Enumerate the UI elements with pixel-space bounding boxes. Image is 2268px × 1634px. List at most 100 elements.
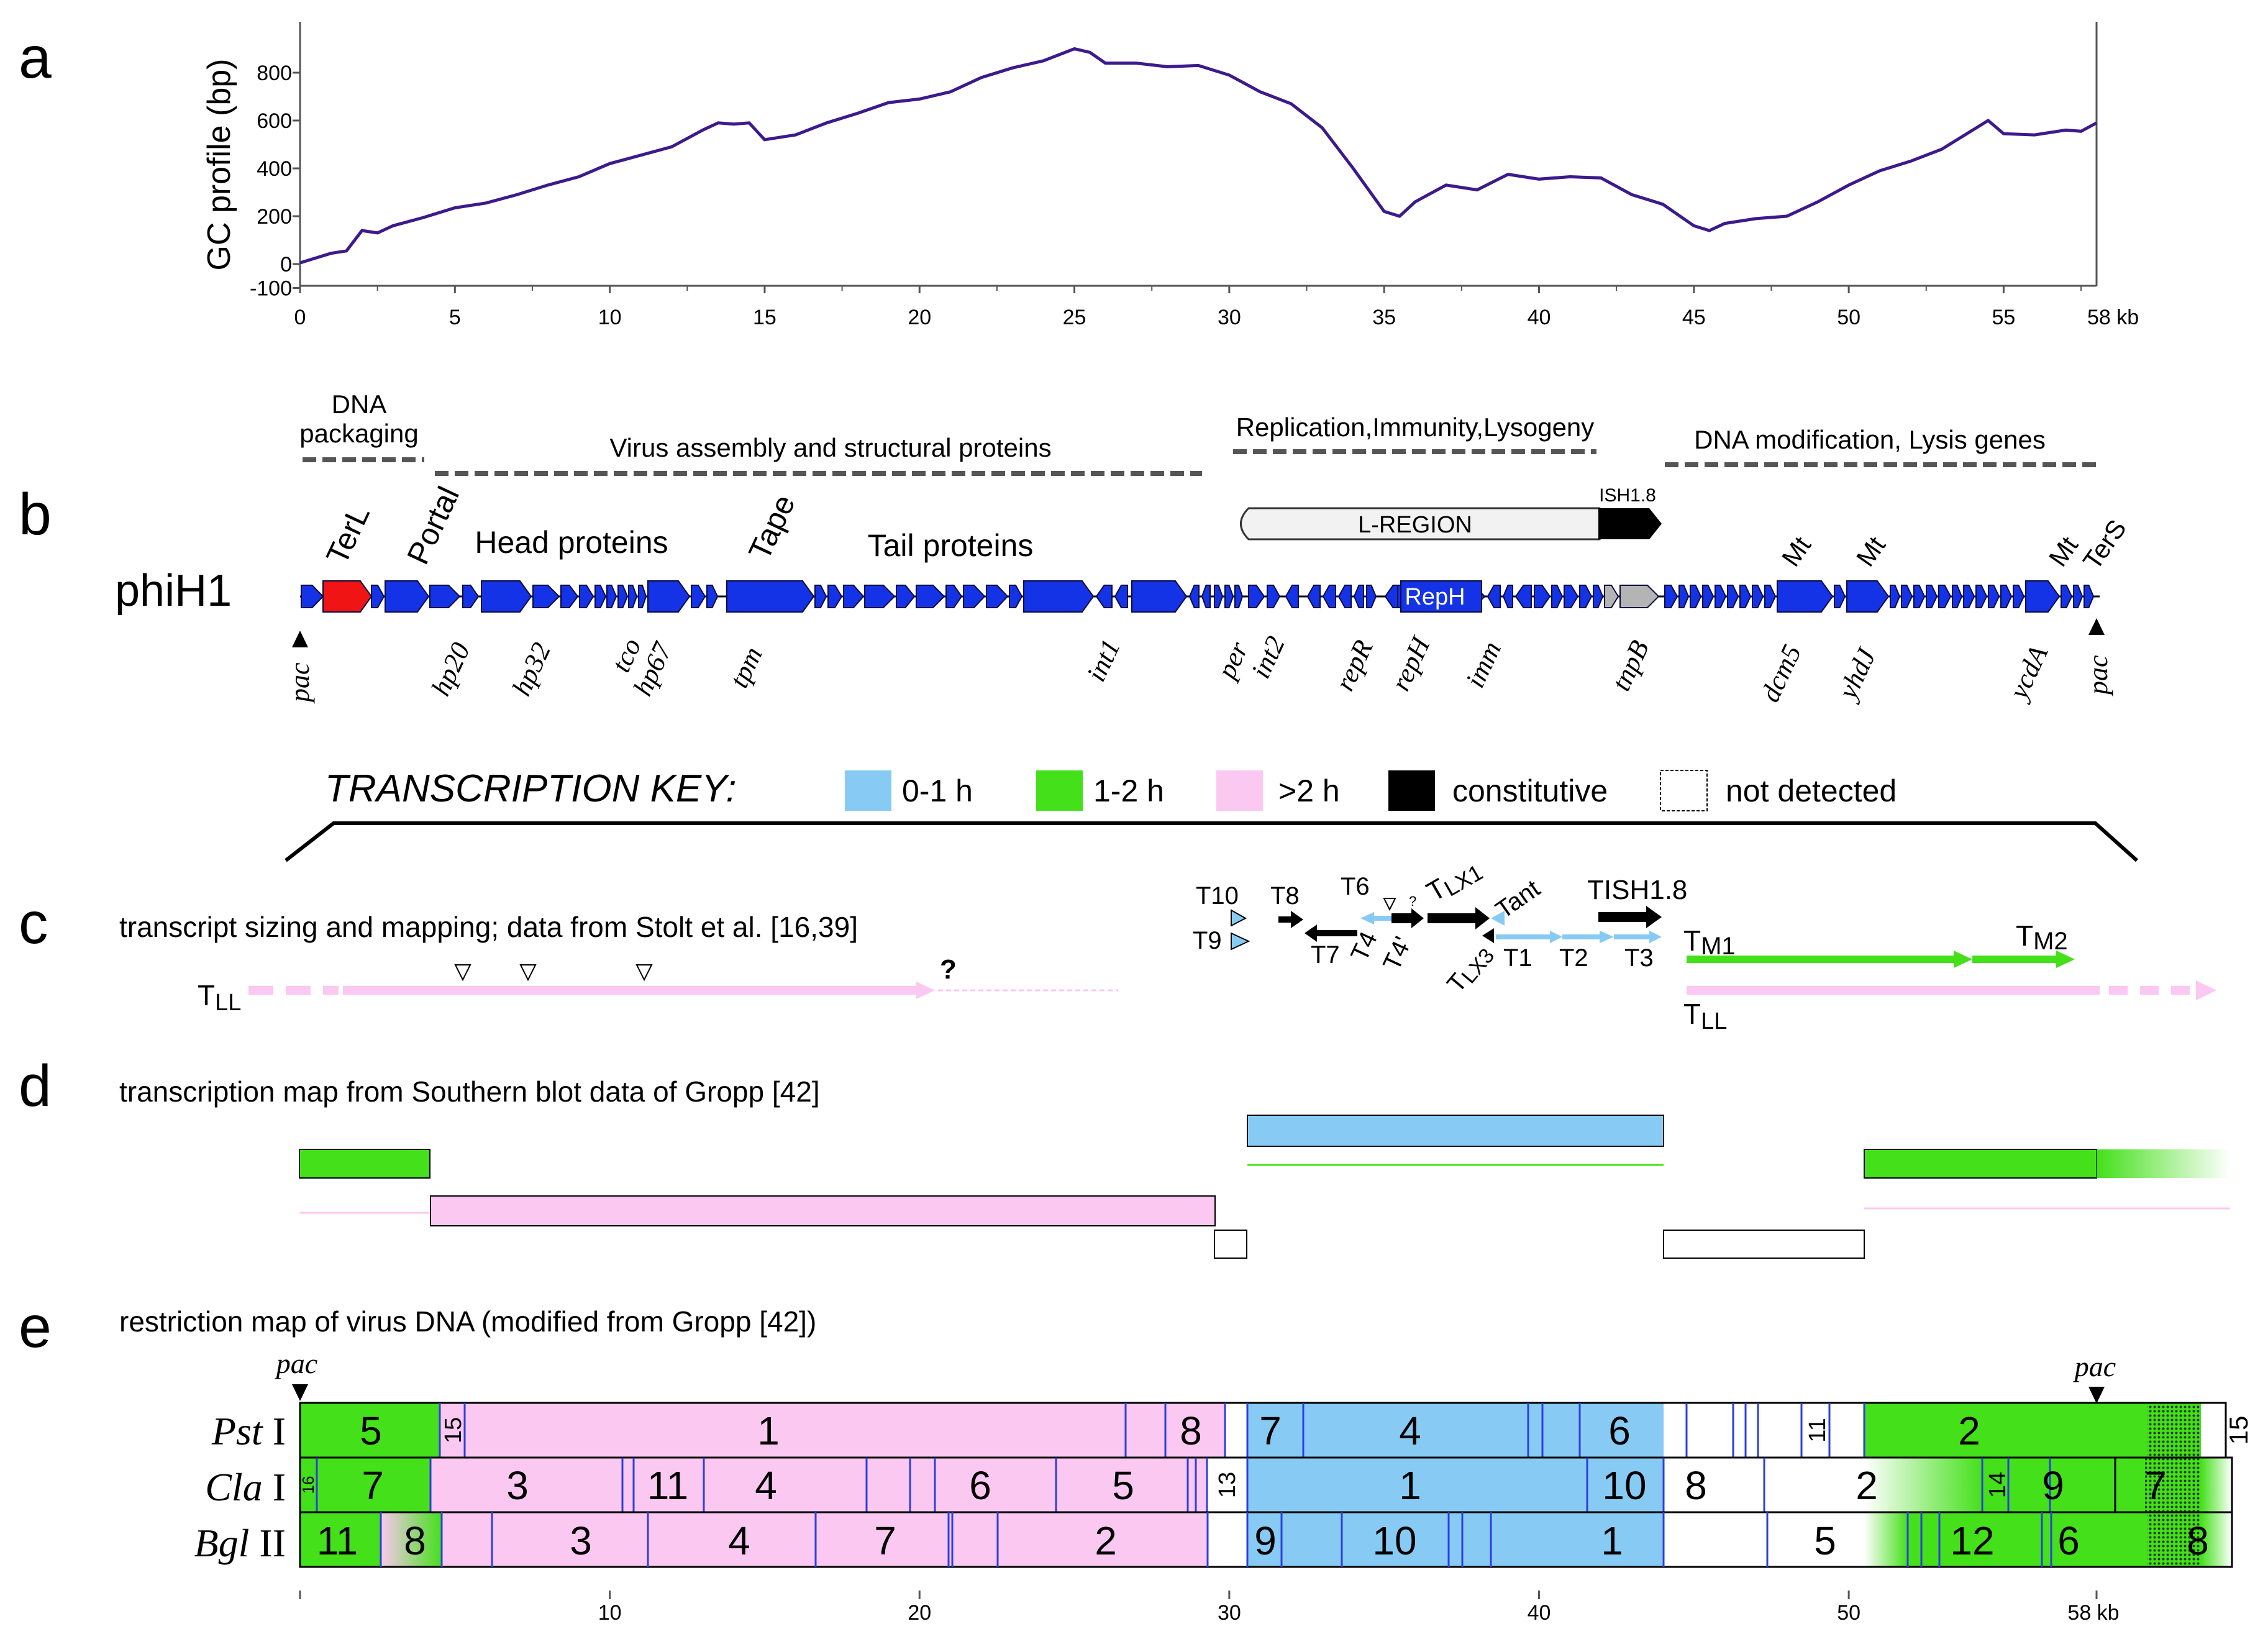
gene-arrow — [1224, 585, 1234, 608]
bgl-frag-4: 4 — [728, 1518, 750, 1563]
gene-arrow — [706, 585, 719, 608]
cla-frag-3: 3 — [506, 1463, 529, 1508]
label-ycdA: ycdA — [2002, 641, 2054, 706]
e-x-end-label: 58 kb — [2067, 1601, 2119, 1625]
gene-arrow — [301, 585, 324, 608]
pst-seg-4 — [1303, 1403, 1580, 1458]
d-green-right-fade — [2097, 1149, 2230, 1178]
gene-arrow — [1534, 585, 1551, 608]
x-tick-label: 30 — [1218, 306, 1241, 329]
gene-arrow — [1963, 585, 1975, 608]
gene-arrow — [963, 585, 986, 608]
gene-arrow — [1322, 585, 1336, 608]
bgl-dotted — [2147, 1512, 2201, 1567]
t2-label: T2 — [1559, 944, 1588, 972]
t7-label: T7 — [1311, 941, 1340, 969]
t6-label: T6 — [1341, 873, 1370, 900]
y-tick-label: 600 — [257, 109, 292, 133]
cla-seg-blue — [1247, 1458, 1664, 1512]
y-ticks: 800 600 400 200 0-100 — [250, 62, 300, 301]
gene-block — [1846, 580, 1890, 613]
pac-left-marker — [292, 631, 308, 647]
gene-arrow — [1306, 585, 1321, 608]
pst-seg-5 — [300, 1403, 440, 1458]
d-nd-box-1 — [1214, 1230, 1247, 1259]
pst-frag-8: 8 — [1180, 1408, 1202, 1453]
panel-e: e restriction map of virus DNA (modified… — [19, 1294, 2253, 1625]
gene-arrow — [2061, 585, 2073, 608]
label-tpm: tpm — [724, 642, 768, 693]
bgl-frag-8: 8 — [404, 1518, 426, 1563]
gene-arrow — [1619, 585, 1660, 608]
x-tick-label: 40 — [1528, 306, 1551, 329]
key-label-12h: 1-2 h — [1093, 774, 1164, 808]
x-tick-label: 55 — [1992, 306, 2015, 329]
pst-frag-7: 7 — [1259, 1408, 1282, 1453]
bgl-frag-5: 5 — [1814, 1518, 1836, 1563]
e-x-ticks: 10 20 30 40 50 — [299, 1591, 2098, 1625]
gene-arrow — [1604, 585, 1619, 608]
t4p-label: T4' — [1378, 933, 1417, 975]
gene-block — [726, 580, 815, 613]
gene-arrow — [1114, 585, 1128, 608]
bgl-frag-8b: 8 — [2187, 1518, 2209, 1563]
tll-left-label: TLL — [198, 979, 241, 1016]
label-int2: int2 — [1246, 631, 1291, 683]
t8-label: T8 — [1270, 882, 1300, 910]
label-dcm5: dcm5 — [1755, 640, 1808, 706]
x-tick-label: 15 — [753, 306, 776, 329]
bgl-seg-blue — [1247, 1512, 1664, 1567]
ish-element — [1598, 508, 1662, 539]
x-tick-label: 50 — [1837, 306, 1860, 329]
e-x-tick-label: 10 — [598, 1601, 622, 1625]
pst-frag-5: 5 — [360, 1408, 382, 1453]
gene-arrow — [1248, 585, 1265, 608]
panel-c-letter: c — [19, 890, 48, 956]
gc-axis-label: GC profile (bp) — [201, 59, 237, 271]
t9-label: T9 — [1193, 927, 1222, 954]
gene-arrow — [1938, 585, 1952, 608]
gene-block — [1777, 580, 1834, 613]
row-label-pst: Pst I — [211, 1409, 286, 1453]
label-tail: Tail proteins — [868, 528, 1034, 563]
reph-block — [1400, 580, 1482, 613]
region-replication: Replication,Immunity,Lysogeny — [1236, 413, 1595, 442]
region-packaging-1: DNA — [332, 390, 387, 419]
gene-arrow — [1752, 585, 1764, 608]
intron-marker-1 — [454, 964, 471, 982]
gene-arrow — [462, 585, 480, 608]
label-pac1: pac — [285, 662, 315, 704]
region-packaging-2: packaging — [299, 419, 418, 448]
bgl-cuts — [380, 1512, 2052, 1567]
gene-arrow — [1267, 585, 1281, 608]
x-tick-label: 5 — [449, 306, 461, 329]
pst-seg-15 — [440, 1403, 465, 1458]
pst-frag-15: 15 — [440, 1417, 467, 1443]
bgl-frag-2: 2 — [1095, 1518, 1117, 1563]
region-modification: DNA modification, Lysis genes — [1694, 425, 2046, 454]
cla-frag-10: 10 — [1602, 1463, 1646, 1508]
gene-block — [385, 580, 430, 613]
gene-arrow — [1551, 585, 1564, 608]
label-mt3: Mt — [2043, 531, 2084, 572]
gene-arrow — [1764, 585, 1777, 608]
key-label-constitutive: constitutive — [1452, 774, 1608, 808]
gene-arrow — [1502, 585, 1513, 608]
pst-frag-11: 11 — [1805, 1418, 1831, 1442]
region-assembly: Virus assembly and structural proteins — [609, 433, 1051, 462]
x-tick-label: 35 — [1372, 306, 1396, 329]
panel-b: b phiH1 DNA packaging Virus assembly and… — [19, 390, 2132, 706]
gc-profile-line — [299, 47, 2098, 265]
label-head: Head proteins — [475, 525, 668, 560]
upper-gene-labels: TerL Portal Head proteins Tape Tail prot… — [319, 482, 2132, 575]
tlx3-arrow — [1482, 928, 1494, 943]
gene-arrow — [827, 585, 843, 608]
gene-arrow — [1664, 585, 1678, 608]
cla-frag-2: 2 — [1856, 1463, 1878, 1508]
gene-arrow — [594, 585, 607, 608]
gene-arrow — [864, 585, 896, 608]
bgl-row: 11 8 3 4 7 2 9 10 1 5 12 6 8 — [299, 1511, 2233, 1568]
gene-block — [2025, 580, 2061, 613]
x-tick-label: 25 — [1063, 306, 1086, 329]
